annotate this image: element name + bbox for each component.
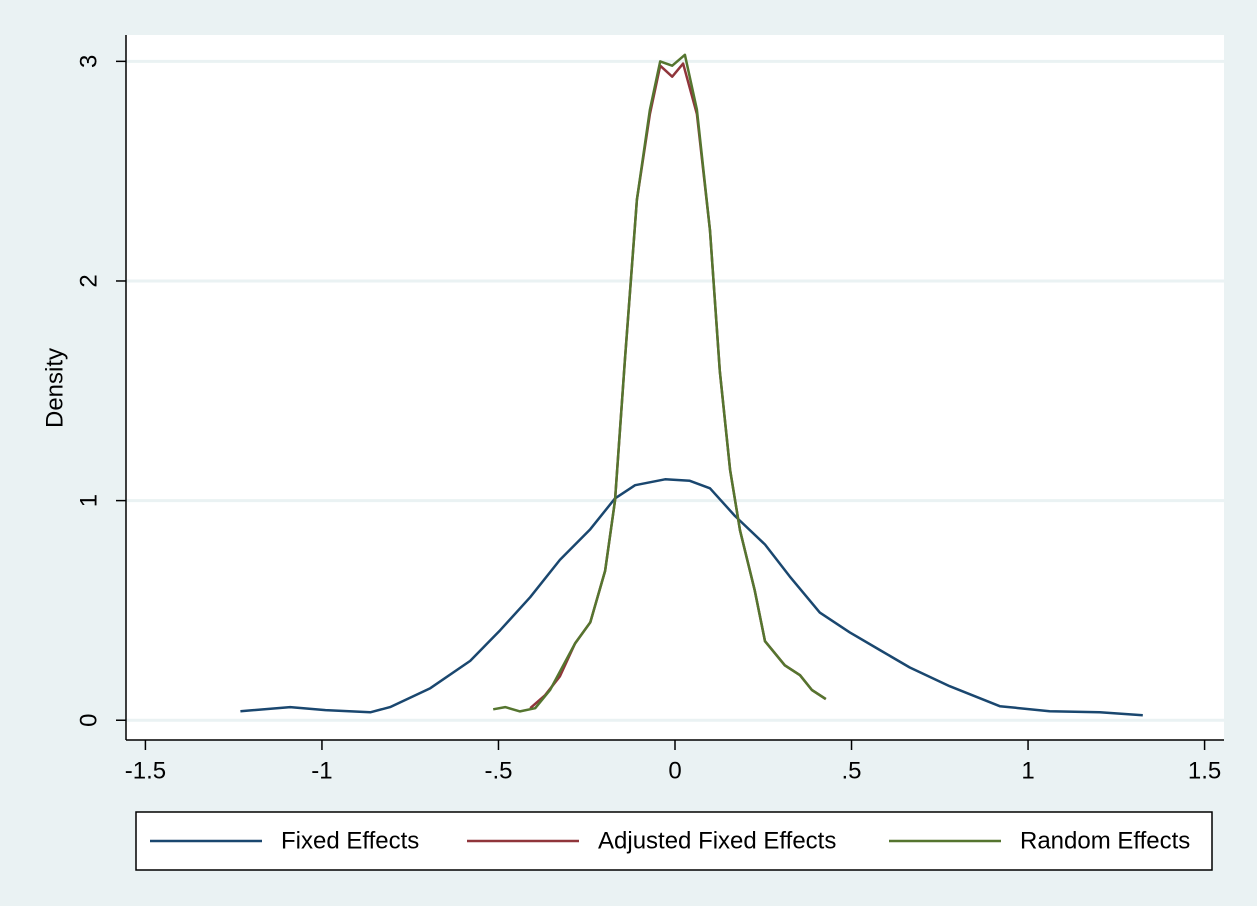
y-axis-title: Density xyxy=(41,348,68,428)
y-tick-label: 2 xyxy=(75,274,102,287)
y-tick-label: 0 xyxy=(75,714,102,727)
legend-label: Random Effects xyxy=(1020,827,1190,854)
x-tick-label: 1 xyxy=(1021,757,1034,784)
x-tick-label: -.5 xyxy=(484,757,512,784)
x-tick-label: 0 xyxy=(668,757,681,784)
legend-label: Fixed Effects xyxy=(281,827,419,854)
line xyxy=(240,478,1143,717)
x-tick-label: -1 xyxy=(311,757,332,784)
legend-label: Adjusted Fixed Effects xyxy=(598,827,836,854)
legend xyxy=(135,811,1213,871)
y-tick-label: 1 xyxy=(75,494,102,507)
x-tick-label: -1.5 xyxy=(125,757,166,784)
line xyxy=(492,53,827,713)
y-tick-label: 3 xyxy=(75,55,102,68)
plot-area xyxy=(126,35,1224,740)
x-tick-label: 1.5 xyxy=(1188,757,1221,784)
x-tick-label: .5 xyxy=(842,757,862,784)
